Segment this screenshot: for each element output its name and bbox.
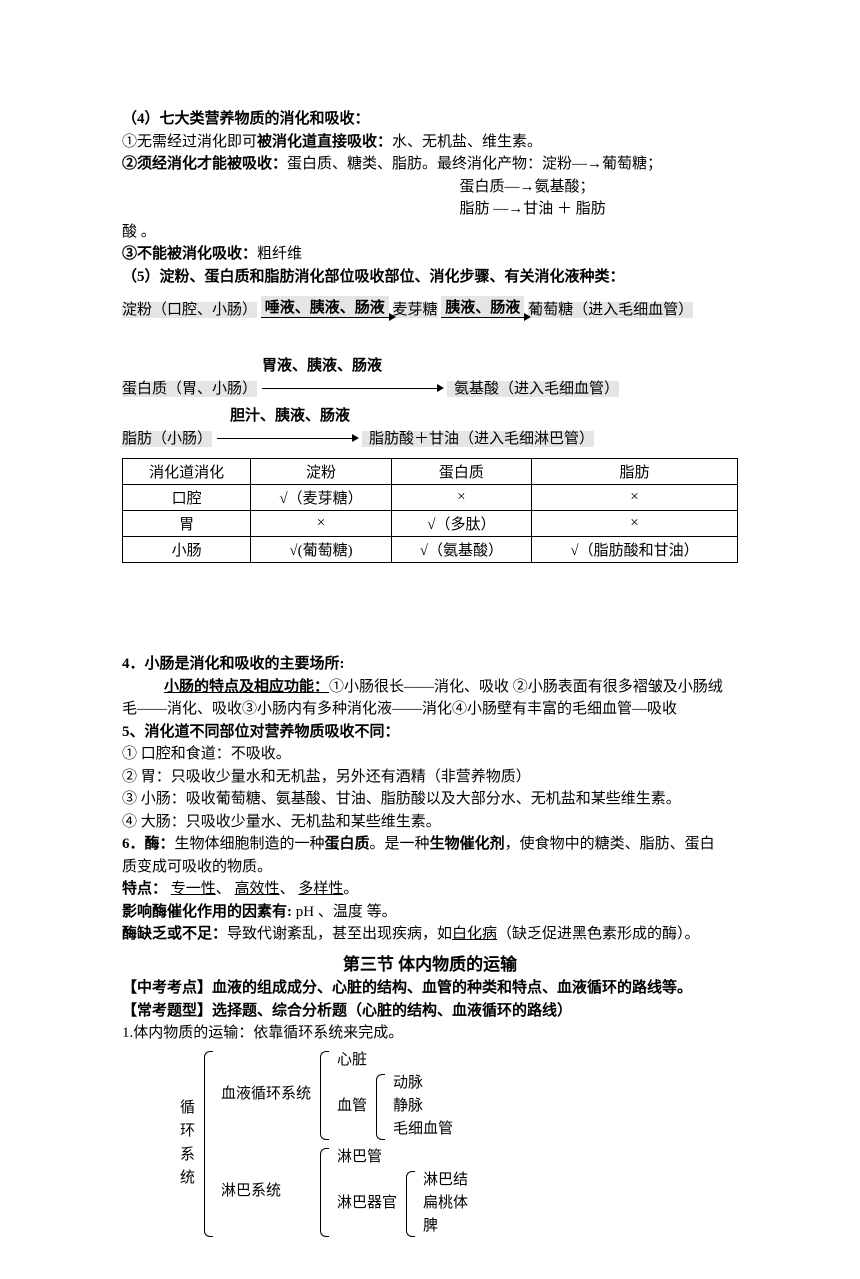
flow-fat-label: 胆汁、胰液、肠液 xyxy=(122,404,738,425)
table-header-row: 消化道消化 淀粉 蛋白质 脂肪 xyxy=(123,459,738,485)
flow-fat: 脂肪（小肠） 脂肪酸＋甘油（进入毛细淋巴管） xyxy=(122,427,738,448)
flow-protein: 蛋白质（胃、小肠） 氨基酸（进入毛细血管） xyxy=(122,377,738,398)
para5-title: 5、消化道不同部位对营养物质吸收不同： xyxy=(122,721,738,744)
para6-l3: 影响酶催化作用的因素有: pH 、温度 等。 xyxy=(122,901,738,924)
sec4-item1: ①无需经过消化即可被消化道直接吸收：水、无机盐、维生素。 xyxy=(122,131,738,154)
tree-leaf: 扁桃体 xyxy=(421,1192,470,1215)
tree-branch-lymph: 淋巴系统 xyxy=(219,1146,313,1239)
tree-root: 循 环 系 统 xyxy=(178,1049,197,1239)
para4-sub: 小肠的特点及相应功能：①小肠很长——消化、吸收 ②小肠表面有很多褶皱及小肠绒 xyxy=(122,676,738,699)
exam-points: 【中考考点】血液的组成成分、心脏的结构、血管的种类和特点、血液循环的路线等。 xyxy=(122,977,738,1000)
tree-branch-lymph-organ: 淋巴器官 xyxy=(335,1169,399,1239)
para6-l2: 特点： 专一性、 高效性、 多样性。 xyxy=(122,878,738,901)
tree-leaf: 静脉 xyxy=(391,1095,455,1118)
para5-i2: ② 胃：只吸收少量水和无机盐，另外还有酒精（非营养物质） xyxy=(122,766,738,789)
tree-leaf: 心脏 xyxy=(335,1049,455,1072)
brace-icon xyxy=(317,1146,331,1239)
section3-line1: 1.体内物质的运输：依靠循环系统来完成。 xyxy=(122,1022,738,1045)
question-types: 【常考题型】选择题、综合分析题（心脏的结构、血液循环的路线） xyxy=(122,1000,738,1023)
para4-sub2: 毛——消化、吸收③小肠内有多种消化液——消化④小肠壁有丰富的毛细血管—吸收 xyxy=(122,698,738,721)
tree-branch-blood: 血液循环系统 xyxy=(219,1049,313,1142)
para6-l1b: 质变成可吸收的物质。 xyxy=(122,856,738,879)
th: 淀粉 xyxy=(251,459,391,485)
th: 脂肪 xyxy=(532,459,738,485)
para5-i1: ① 口腔和食道：不吸收。 xyxy=(122,743,738,766)
flow-protein-label: 胃液、胰液、肠液 xyxy=(122,354,738,375)
table-row: 口腔 √（麦芽糖） × × xyxy=(123,485,738,511)
brace-icon xyxy=(403,1169,417,1239)
para6-l1: 6．酶：生物体细胞制造的一种蛋白质。是一种生物催化剂，使食物中的糖类、脂肪、蛋白 xyxy=(122,833,738,856)
tree-leaf: 动脉 xyxy=(391,1072,455,1095)
table-row: 胃 × √（多肽） × xyxy=(123,511,738,537)
para5-i4: ④ 大肠：只吸收少量水、无机盐和某些维生素。 xyxy=(122,811,738,834)
tree-leaf: 脾 xyxy=(421,1215,470,1238)
sec4-prod2: 蛋白质—→氨基酸； xyxy=(122,176,738,199)
tree-leaf: 淋巴管 xyxy=(335,1146,470,1169)
para5-i3: ③ 小肠：吸收葡萄糖、氨基酸、甘油、脂肪酸以及大部分水、无机盐和某些维生素。 xyxy=(122,788,738,811)
brace-icon xyxy=(373,1072,387,1142)
sec4-item2: ②须经消化才能被吸收：蛋白质、糖类、脂肪。最终消化产物：淀粉—→葡萄糖； xyxy=(122,153,738,176)
para6-l4: 酶缺乏或不足：导致代谢紊乱，甚至出现疾病，如白化病（缺乏促进黑色素形成的酶）。 xyxy=(122,923,738,946)
tree-leaf: 毛细血管 xyxy=(391,1118,455,1141)
document-page: （4）七大类营养物质的消化和吸收： ①无需经过消化即可被消化道直接吸收：水、无机… xyxy=(0,0,860,1279)
tree-branch-vessel: 血管 xyxy=(335,1072,369,1142)
sec5-title: （5）淀粉、蛋白质和脂肪消化部位吸收部位、消化步骤、有关消化液种类： xyxy=(122,266,738,289)
brace-icon xyxy=(201,1049,215,1239)
brace-icon xyxy=(317,1049,331,1142)
para4-title: 4．小肠是消化和吸收的主要场所: xyxy=(122,653,738,676)
sec4-prod3: 脂肪 —→甘油 ＋ 脂肪 xyxy=(122,198,738,221)
sec4-prod3b: 酸 。 xyxy=(122,221,738,244)
th: 消化道消化 xyxy=(123,459,251,485)
section3-title: 第三节 体内物质的运输 xyxy=(122,952,738,978)
flow-starch: 淀粉（口腔、小肠） 唾液、胰液、肠液 麦芽糖 胰液、肠液 葡萄糖（进入毛细血管） xyxy=(122,298,738,320)
sec4-title: （4）七大类营养物质的消化和吸收： xyxy=(122,108,738,131)
sec4-item3: ③不能被消化吸收：粗纤维 xyxy=(122,243,738,266)
th: 蛋白质 xyxy=(391,459,531,485)
digestion-table: 消化道消化 淀粉 蛋白质 脂肪 口腔 √（麦芽糖） × × 胃 × √（多肽） … xyxy=(122,458,738,563)
circulatory-system-tree: 循 环 系 统 血液循环系统 心脏 血管 动脉 xyxy=(178,1049,738,1239)
table-row: 小肠 √(葡萄糖) √（氨基酸） √（脂肪酸和甘油） xyxy=(123,537,738,563)
tree-leaf: 淋巴结 xyxy=(421,1169,470,1192)
